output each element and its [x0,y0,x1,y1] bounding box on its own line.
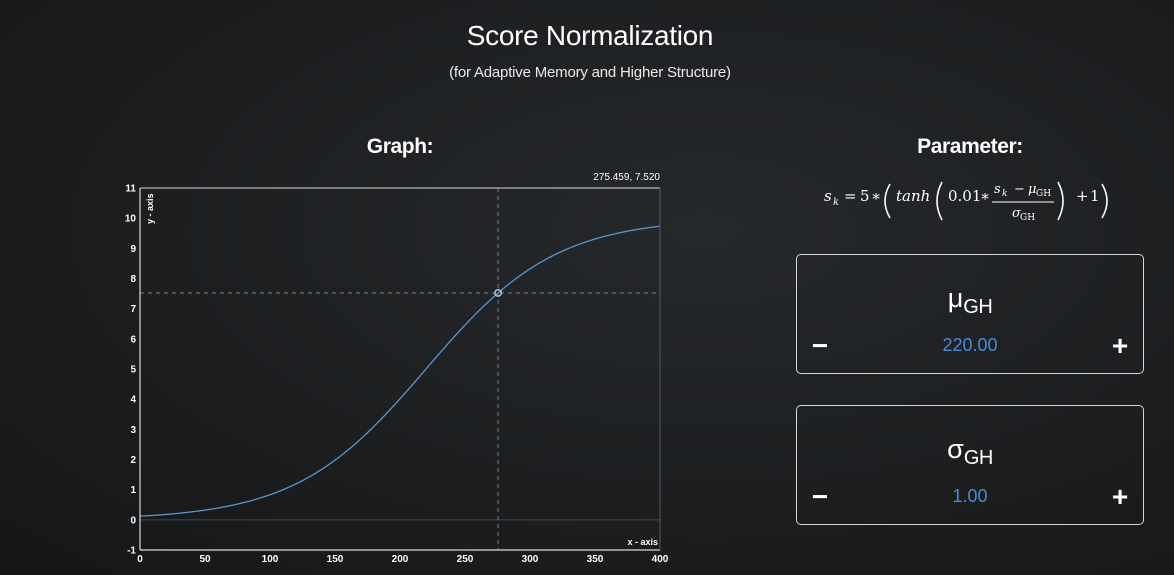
x-tick-label: 50 [199,554,211,565]
formula-paren-inner-right [1057,181,1064,221]
y-tick-label: 5 [130,365,136,376]
y-tick-label: 1 [130,485,136,496]
formula-lhs-sub: k [833,197,839,208]
x-axis-label: x - axis [627,537,658,547]
normalization-formula: s k = 5 ∗ tanh 0.01 ∗ s k − μ GH σ GH + … [820,180,1140,230]
y-tick-label: 0 [130,515,136,526]
page-title: Score Normalization [466,20,714,51]
x-tick-label: 300 [522,554,539,565]
formula-num-mu: μ [1028,182,1036,197]
mu-label: μGH [947,283,993,318]
formula-den: σ [1012,206,1022,221]
y-tick-label: 4 [130,395,136,406]
score-curve [139,225,661,517]
y-tick-label: 8 [130,274,136,285]
mu-parameter-panel: μGH − 220.00 + [796,254,1144,374]
x-tick-label: 0 [137,554,143,565]
y-tick-label: 7 [130,304,136,315]
sigma-decrement-button[interactable]: − [811,481,829,512]
x-tick-label: 250 [457,554,474,565]
x-tick-label: 100 [262,554,279,565]
formula-num-mu-sub: GH [1036,189,1051,199]
cursor-readout: 275.459, 7.520 [593,172,660,183]
y-tick-label: 9 [130,244,136,255]
formula-factor: 5 [860,187,870,205]
formula-num-var: s [994,182,1001,197]
formula-num-var-sub: k [1002,189,1007,199]
formula-times-2: ∗ [980,187,990,205]
crosshair-point[interactable] [494,289,503,297]
formula-coef: 0.01 [948,187,981,205]
formula-lhs: s [824,187,832,205]
x-tick-labels: 0 50 100 150 200 250 300 350 400 [137,554,669,565]
x-tick-label: 200 [392,554,409,565]
formula-equals: = [844,187,857,205]
x-tick-label: 350 [587,554,604,565]
formula-plus: + [1076,187,1089,205]
formula-den-sub: GH [1020,213,1035,223]
y-tick-label: 11 [125,184,136,195]
formula-func: tanh [896,187,930,205]
mu-value: 220.00 [942,335,998,355]
parameter-heading: Parameter: [917,135,1023,158]
formula-times-1: ∗ [871,187,881,205]
formula-minus: − [1014,182,1025,197]
formula-graphic: s k = 5 ∗ tanh 0.01 ∗ s k − μ GH σ GH + … [824,181,1108,223]
formula-paren-inner-left [936,181,943,221]
sigma-increment-button[interactable]: + [1111,481,1129,512]
y-axis-label: y - axis [145,193,155,224]
formula-paren-outer-left [884,183,891,219]
x-tick-label: 150 [327,554,344,565]
mu-decrement-button[interactable]: − [811,330,829,361]
y-tick-labels: -1 0 1 2 3 4 5 6 7 8 9 10 11 [125,184,137,557]
sigma-value: 1.00 [952,486,988,506]
formula-add: 1 [1090,187,1100,205]
x-tick-label: 400 [652,554,669,565]
formula-paren-outer-right [1101,183,1108,219]
sigma-label: σGH [947,434,993,469]
y-tick-label: 6 [130,334,136,345]
sigma-parameter-panel: σGH − 1.00 + [796,405,1144,525]
graph-heading: Graph: [366,135,434,158]
y-tick-label: 10 [125,214,137,225]
mu-increment-button[interactable]: + [1111,330,1129,361]
y-tick-label: 2 [130,455,136,466]
y-tick-label: 3 [130,425,136,436]
page-subtitle: (for Adaptive Memory and Higher Structur… [449,64,731,81]
y-tick-label: -1 [127,546,136,557]
